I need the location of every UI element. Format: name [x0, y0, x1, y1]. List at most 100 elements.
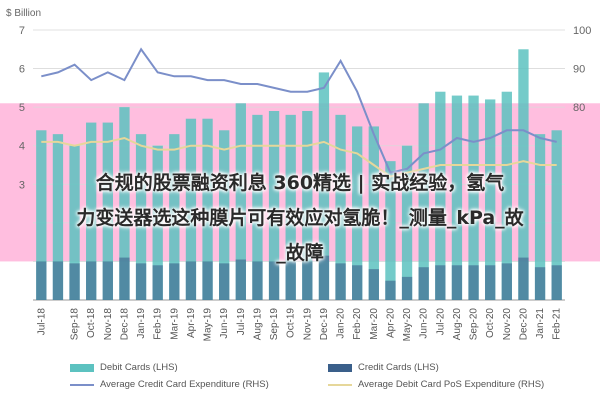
bar-credit — [152, 265, 163, 300]
x-tick-label: May-19 — [203, 308, 214, 342]
bar-credit — [551, 265, 562, 300]
bar-credit — [185, 261, 197, 300]
bar-debit — [252, 114, 263, 300]
x-tick-label: Mar-20 — [369, 308, 380, 340]
bar-debit — [36, 130, 47, 300]
bar-debit — [268, 111, 280, 300]
x-tick-label: Sep-18 — [70, 308, 81, 341]
bar-credit — [86, 261, 97, 300]
bar-debit — [285, 114, 296, 300]
bar-credit — [252, 261, 263, 300]
legend-label-avg-debit: Average Debit Card PoS Expenditure (RHS) — [358, 379, 545, 390]
bar-debit — [219, 130, 230, 300]
legend-swatch-debit — [70, 363, 94, 372]
bar-credit — [235, 259, 246, 300]
x-tick-label: Jan-21 — [535, 308, 546, 339]
x-tick-label: Dec-20 — [518, 308, 529, 341]
x-tick-label: Jul-18 — [36, 308, 47, 336]
bar-debit — [485, 99, 496, 300]
x-tick-label: Apr-19 — [186, 308, 197, 338]
x-tick-label: Apr-20 — [385, 308, 396, 338]
legend-item-debit: Debit Cards (LHS) — [70, 362, 178, 373]
bar-debit — [185, 118, 197, 300]
legend-swatch-avg-debit — [328, 383, 352, 386]
bar-credit — [485, 265, 496, 300]
bar-debit — [86, 122, 97, 300]
y-left-tick-label: 7 — [19, 25, 25, 37]
bar-debit — [451, 95, 463, 300]
bar-credit — [268, 261, 280, 300]
x-tick-label: Aug-20 — [452, 308, 463, 341]
bar-credit — [318, 255, 330, 300]
bar-debit — [302, 111, 313, 300]
bar-debit — [401, 145, 413, 300]
legend-item-avg-debit: Average Debit Card PoS Expenditure (RHS) — [328, 379, 544, 390]
bar-credit — [52, 261, 64, 300]
x-tick-label: Jan-20 — [336, 308, 347, 339]
bar-credit — [119, 257, 130, 300]
overlay-line-2: 力变送器选这种膜片可有效应对氢脆！_测量_kPa_故 — [76, 207, 524, 229]
legend-item-credit: Credit Cards (LHS) — [328, 362, 439, 373]
x-tick-label: May-20 — [402, 308, 413, 342]
bar-credit — [285, 261, 296, 300]
x-tick-label: Aug-19 — [252, 308, 263, 341]
bar-debit — [435, 91, 446, 300]
bar-debit — [235, 103, 246, 301]
bar-debit — [169, 134, 180, 300]
x-tick-label: Sep-19 — [269, 308, 280, 341]
x-tick-label: Feb-20 — [352, 308, 363, 340]
line-avg-credit — [41, 47, 557, 174]
bar-debit — [418, 103, 429, 301]
bar-credit — [501, 263, 512, 300]
bar-credit — [385, 280, 396, 300]
overlay-caption: 合规的股票融资利息 360精选 | 实战经验，氢气 力变送器选这种膜片可有效应对… — [0, 166, 600, 271]
bar-credit — [202, 261, 213, 300]
overlay-line-3: _故障 — [276, 242, 324, 264]
x-tick-label: Feb-19 — [153, 308, 164, 340]
bar-debit — [152, 145, 163, 300]
bar-debit — [135, 134, 147, 300]
x-tick-label: Oct-20 — [485, 308, 496, 338]
bar-credit — [518, 257, 529, 300]
bar-debit — [551, 130, 562, 300]
bar-debit — [335, 114, 346, 300]
unit-label: $ Billion — [6, 8, 42, 19]
x-tick-label: Mar-19 — [169, 308, 180, 340]
x-tick-label: Jun-19 — [219, 308, 230, 339]
bar-credit — [418, 267, 429, 300]
y-left-tick-label: 4 — [19, 141, 25, 153]
bar-debit — [368, 126, 379, 300]
legend-swatch-credit — [328, 363, 352, 372]
bar-debit — [69, 145, 80, 300]
y-left-tick-label: 5 — [19, 102, 25, 114]
x-tick-label: Jan-19 — [136, 308, 147, 339]
y-right-tick-label: 90 — [573, 64, 585, 76]
bar-debit — [385, 161, 396, 300]
x-tick-label: Jul-20 — [435, 308, 446, 336]
bar-credit — [335, 263, 346, 300]
bar-debit — [202, 118, 213, 300]
x-tick-label: Oct-18 — [86, 308, 97, 338]
x-tick-label: Dec-18 — [119, 308, 130, 341]
highlight-band — [0, 103, 600, 262]
bar-credit — [451, 265, 463, 300]
x-tick-label: Sep-20 — [469, 308, 480, 341]
bar-debit — [318, 72, 330, 300]
bar-debit — [119, 107, 130, 301]
bar-credit — [352, 265, 363, 300]
legend-item-avg-credit: Average Credit Card Expenditure (RHS) — [70, 379, 269, 390]
bar-credit — [534, 267, 546, 300]
x-tick-label: Nov-20 — [502, 308, 513, 341]
bar-credit — [69, 263, 80, 300]
bar-credit — [219, 263, 230, 300]
legend-label-avg-credit: Average Credit Card Expenditure (RHS) — [100, 379, 269, 390]
bar-credit — [36, 261, 47, 300]
bar-credit — [401, 276, 413, 300]
y-right-tick-label: 100 — [573, 25, 591, 37]
bar-debit — [102, 122, 113, 300]
bar-debit — [468, 95, 479, 300]
x-tick-label: Jun-20 — [419, 308, 430, 339]
x-tick-label: Nov-18 — [103, 308, 114, 341]
